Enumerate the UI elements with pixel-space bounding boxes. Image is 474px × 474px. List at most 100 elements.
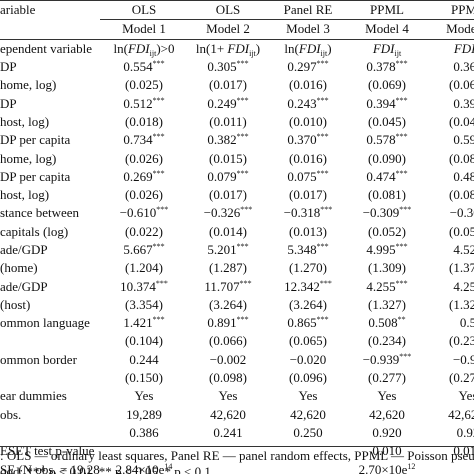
header-cell: Model 1 [100, 19, 188, 40]
cell-var: FDI [227, 40, 250, 56]
cell: (1.328) [449, 296, 474, 312]
cell: (3.354) [125, 296, 163, 312]
table-row: ommon border 0.244 −0.002 −0.020 −0.939*** −0… [0, 351, 474, 369]
note-line: : OLS — ordinary least squares, Panel RE… [0, 448, 474, 463]
table-row: (home) (1.204) (1.287) (1.270) (1.309) (1.374… [0, 259, 474, 277]
row-label: ade/GDP [0, 242, 48, 257]
cell: Yes [134, 388, 154, 404]
cell: (0.069) [449, 77, 474, 93]
cell: (0.066) [209, 333, 247, 349]
notes: : OLS — ordinary least squares, Panel RE… [0, 446, 474, 474]
table-row: ear dummies Yes Yes Yes Yes Yes [0, 387, 474, 405]
table-row: obs. 19,289 42,620 42,620 42,620 42,620* [0, 406, 474, 424]
cell: (0.011) [209, 113, 247, 129]
cell: Yes [377, 388, 397, 404]
row-label: stance between [0, 205, 80, 221]
cell-sub: ijt [394, 48, 402, 58]
cell: (0.018) [125, 113, 163, 129]
header-cell: Model 3 [268, 19, 348, 40]
cell: 0.079*** [207, 168, 249, 184]
cell: 0.578*** [366, 132, 408, 148]
cell: (0.090) [368, 150, 406, 166]
cell: −0.610*** [119, 205, 169, 221]
cell: 0.474*** [366, 168, 408, 184]
cell: 42,620 [369, 406, 405, 422]
table-row: (0.104) (0.066) (0.065) (0.234) (0.236) [0, 332, 474, 350]
row-label: home, log) [0, 150, 57, 166]
cell: (3.264) [209, 296, 247, 312]
cell-sub: ijt [149, 48, 157, 58]
cell: 0.269*** [123, 168, 165, 184]
table-row: host, log) (0.018) (0.011) (0.010) (0.045) (0… [0, 113, 474, 131]
cell: (0.098) [209, 370, 247, 386]
cell: 5.201*** [207, 242, 249, 257]
cell: (0.026) [125, 187, 163, 203]
cell: (0.089) [449, 150, 474, 166]
cell: (0.069) [368, 77, 406, 93]
cell: 5.348*** [287, 242, 329, 257]
cell: (0.081) [368, 187, 406, 203]
cell: Yes [218, 388, 238, 404]
row-label: ependent variable [0, 40, 93, 56]
cell: (0.104) [125, 333, 163, 349]
cell: 5.667*** [123, 242, 165, 257]
table-row: 0.386 0.241 0.250 0.920 0.92 [0, 424, 474, 442]
cell: (0.014) [209, 223, 247, 239]
cell-exp: 14 [164, 461, 173, 471]
cell: 0.305*** [207, 59, 249, 75]
cell: 4.995*** [366, 242, 408, 257]
row-label: SE (N obs. = 19,289) [0, 461, 100, 474]
table-row: ade/GDP 5.667*** 5.201*** 5.348*** 4.995*** 4… [0, 241, 474, 259]
cell: −0.939*** [362, 351, 412, 367]
header-cell: Panel RE [268, 0, 348, 21]
cell: 0.5 [459, 315, 474, 331]
cell: 0.891*** [207, 315, 249, 331]
cell: (0.150) [125, 370, 163, 386]
table-row: DP per capita 0.269*** 0.079*** 0.075*** 0.4… [0, 168, 474, 186]
cell: (0.081) [449, 187, 474, 203]
cell: 0.92 [456, 424, 474, 440]
cell: (1.287) [209, 260, 247, 276]
cell: 4.255*** [366, 278, 408, 294]
cell-var: FDI [298, 40, 321, 56]
row-label [0, 424, 100, 442]
cell: 2.84×10e14 [100, 460, 188, 474]
row-label: DP [0, 59, 17, 75]
header-cell: PPML [348, 0, 426, 21]
cell-var: FDI [127, 40, 150, 56]
cell: 0.382*** [207, 132, 249, 148]
cell: 42,620 [290, 406, 326, 422]
row-label: capitals (log) [0, 223, 69, 239]
cell: −0.95 [452, 351, 474, 367]
cell: 42,620 [210, 406, 246, 422]
table-row: DP 0.512*** 0.249*** 0.243*** 0.394*** 0.391 [0, 94, 474, 112]
cell-text: )>0 [156, 40, 175, 56]
cell-text: 2.70×10e [358, 461, 408, 474]
cell: 0.391 [453, 95, 474, 111]
cell: 19,289 [126, 406, 162, 422]
cell: (0.273) [449, 370, 474, 386]
cell: 0.488 [453, 168, 474, 184]
cell: −0.002 [209, 351, 247, 367]
cell: FDIijt [348, 39, 426, 58]
cell: 0.865*** [287, 315, 329, 331]
table-row: (host) (3.354) (3.264) (3.264) (1.327) (1.328… [0, 296, 474, 314]
cell: (0.016) [289, 150, 327, 166]
cell: (0.052) [368, 223, 406, 239]
cell: −0.326*** [203, 205, 253, 221]
row-label: host, log) [0, 187, 50, 203]
cell: 0.920 [372, 424, 402, 440]
row-label: DP [0, 95, 17, 111]
cell-text: ) [327, 40, 332, 56]
cell: 0.249*** [207, 95, 249, 111]
row-label: ommon language [0, 315, 90, 331]
row-label: DP per capita [0, 132, 71, 148]
cell-sub: ijt [249, 48, 256, 58]
cell: (0.017) [209, 77, 247, 93]
cell: 0.734*** [123, 132, 165, 148]
cell: (0.052) [449, 223, 474, 239]
table-row: host, log) (0.026) (0.017) (0.017) (0.081) (0… [0, 186, 474, 204]
cell: (0.016) [289, 77, 327, 93]
row-label: (host) [0, 296, 31, 312]
